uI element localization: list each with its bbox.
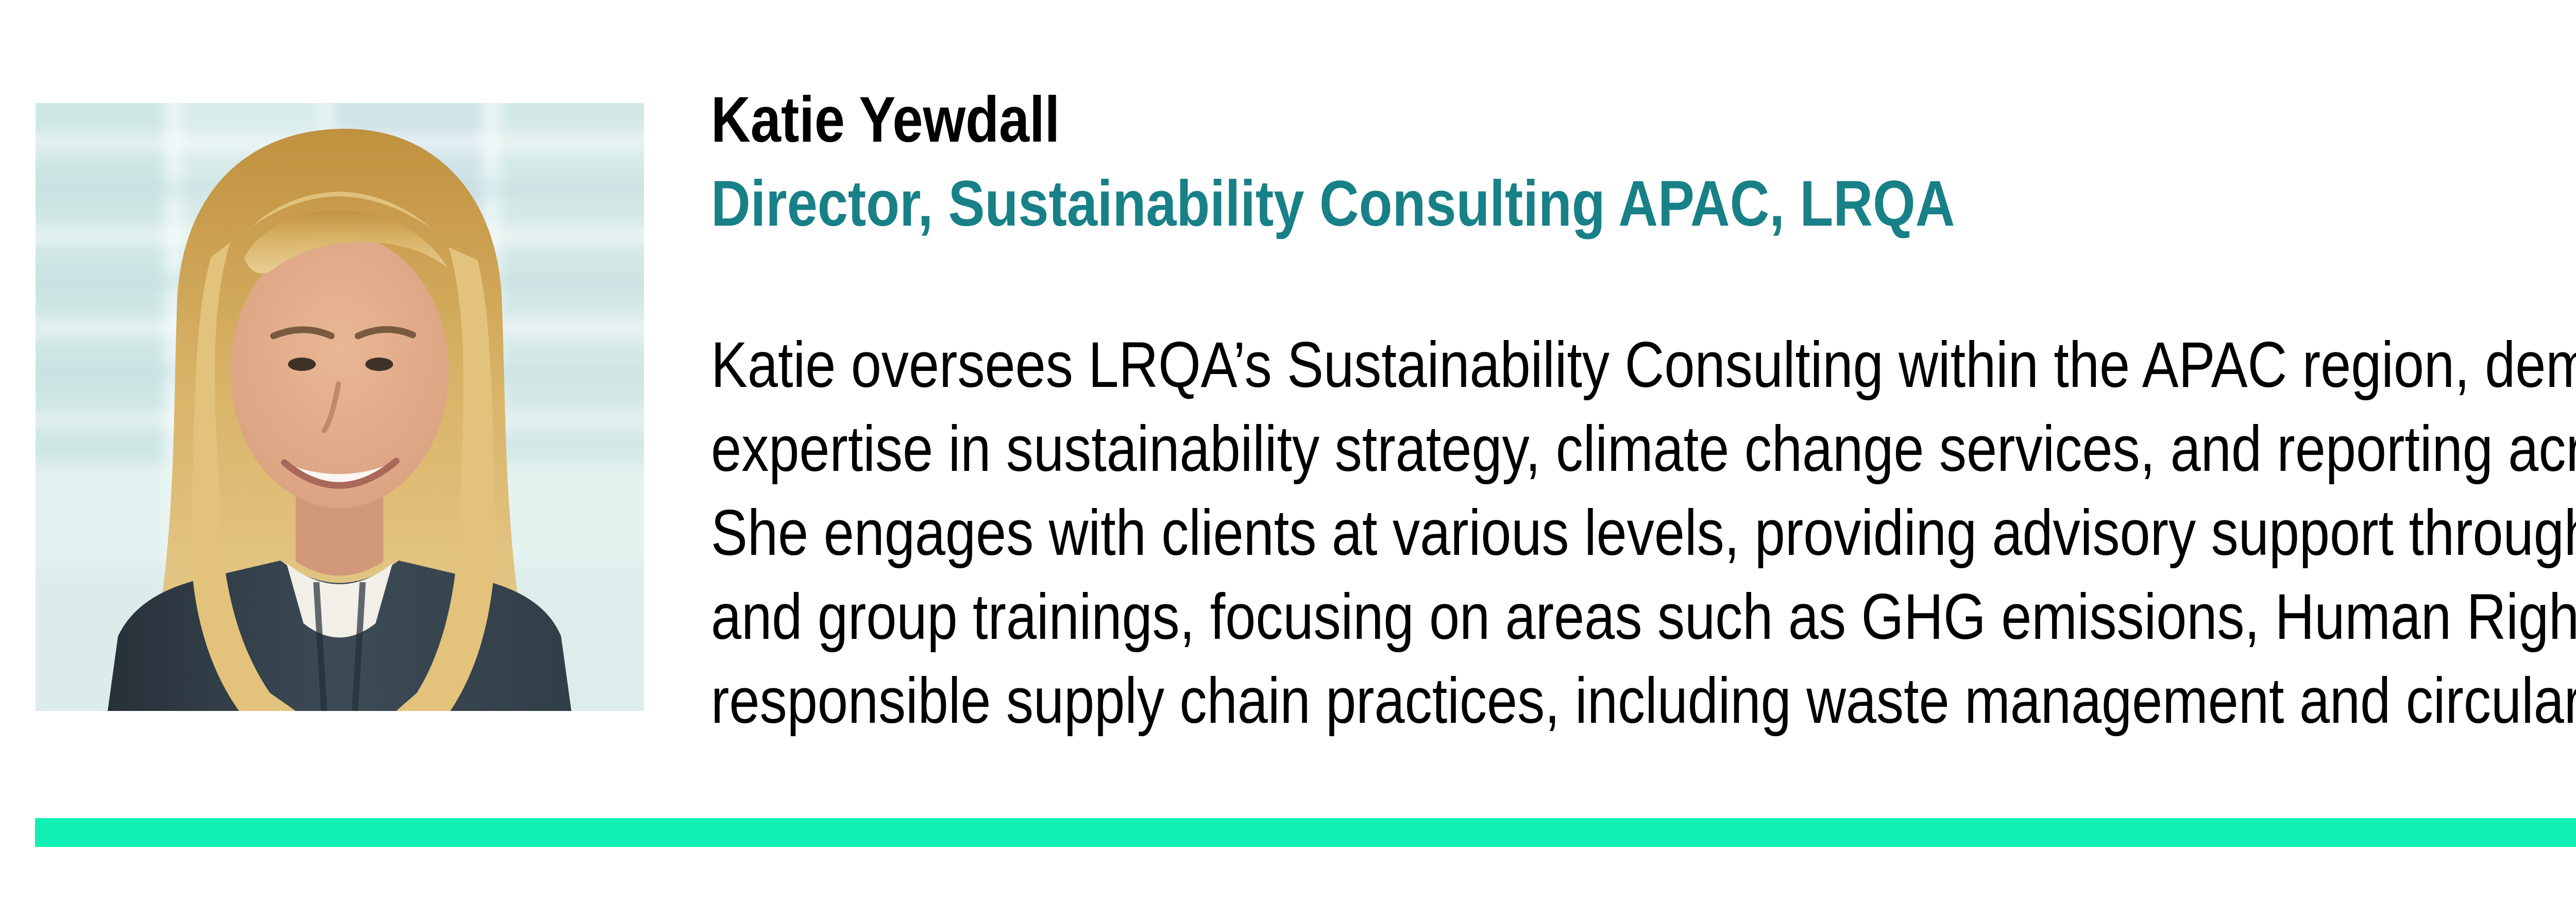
speaker-bio: Katie oversees LRQA’s Sustainability Con… <box>711 329 2576 737</box>
speaker-name: Katie Yewdall <box>711 84 1060 156</box>
portrait-photo-illustration <box>36 103 644 711</box>
bio-text-column: Katie Yewdall Director, Sustainability C… <box>711 0 2576 899</box>
divider-bar <box>35 818 2576 847</box>
speaker-title: Director, Sustainability Consulting APAC… <box>711 168 1955 240</box>
speaker-photo <box>36 103 644 711</box>
portrait-person <box>108 128 571 711</box>
